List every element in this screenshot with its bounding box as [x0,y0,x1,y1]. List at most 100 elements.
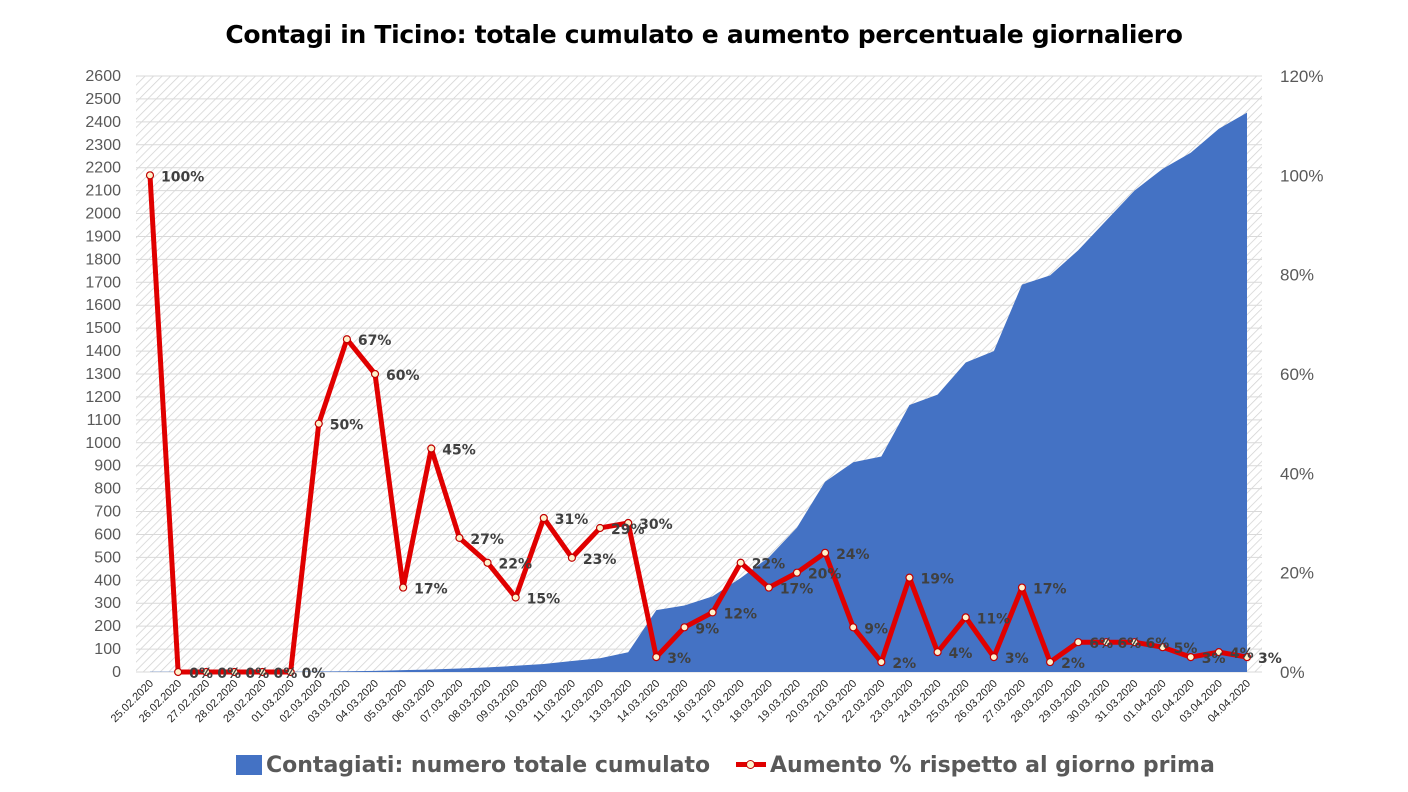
data-label: 100% [161,169,204,185]
line-point [764,583,773,592]
data-label: 6% [1145,636,1169,652]
y-right-tick-label: 20% [1280,564,1314,583]
line-point [989,652,998,662]
line-point [174,667,183,677]
y-left-tick-label: 1800 [85,251,121,268]
data-label: 9% [695,621,719,637]
line-point [652,652,661,662]
line-point [933,648,942,657]
line-percent-increase [147,175,1248,675]
data-label: 0% [245,666,269,682]
area-cumulative [150,112,1247,673]
data-label: 23% [583,552,617,568]
line-point [849,623,858,632]
line-point [1158,643,1167,652]
line-point [1242,652,1252,662]
y-left-tick-label: 2400 [85,114,121,131]
legend-label-percent: Aumento % rispetto al giorno prima [770,752,1215,778]
line-point [202,667,211,677]
line-point [877,657,886,667]
data-label: 0% [274,666,298,682]
y-left-tick-label: 100 [94,641,121,658]
line-point [961,613,970,622]
y-right-tick-label: 100% [1280,166,1323,185]
y-left-tick-label: 400 [94,572,121,589]
y-right-tick-label: 0% [1280,663,1305,682]
y-left-tick-label: 2300 [85,137,121,154]
y-left-tick-label: 2000 [85,206,121,223]
line-point [1017,583,1027,592]
data-label: 31% [555,512,589,528]
y-left-tick-label: 900 [94,458,121,475]
line-point [1102,638,1111,647]
data-label: 15% [527,592,561,608]
line-point [511,593,520,602]
legend-label-cumulative: Contagiati: numero totale cumulato [266,752,711,778]
data-label: 4% [1230,646,1254,662]
legend-item-percent[interactable]: Aumento % rispetto al giorno prima [736,748,1215,782]
line-point [1074,638,1083,647]
line-point [258,667,267,677]
x-axis: 25.02.202026.02.202027.02.202028.02.2020… [109,678,1253,725]
line-point [820,548,830,557]
line-point [230,667,239,677]
y-left-tick-label: 700 [94,504,121,521]
data-label: 3% [1202,651,1226,667]
line-point [624,518,633,528]
data-label: 3% [1005,651,1029,667]
y-right-tick-label: 120% [1280,67,1323,86]
line-point [1130,638,1139,647]
line-point [483,558,492,567]
line-point [145,171,155,180]
y-left-tick-label: 1100 [87,412,122,429]
data-label: 12% [724,606,758,622]
data-label: 17% [780,582,814,598]
legend-swatch-area [236,755,262,775]
data-label: 0% [217,666,241,682]
y-left-tick-label: 1300 [85,366,121,383]
line-point [370,369,380,379]
legend-swatch-line [736,755,766,775]
y-right-tick-label: 60% [1280,365,1314,384]
data-label: 3% [667,651,691,667]
data-label: 11% [977,611,1011,627]
line-point [399,583,408,592]
y-left-tick-label: 200 [94,618,121,635]
y-left-tick-label: 1200 [85,389,121,406]
y-left-tick-label: 1000 [85,435,121,452]
y-left-tick-label: 800 [94,481,121,498]
data-label: 22% [499,557,533,573]
data-label: 6% [1089,636,1113,652]
line-series [145,171,1252,677]
y-left-tick-label: 2200 [85,160,121,177]
data-label: 30% [639,517,673,533]
data-label: 6% [1117,636,1141,652]
y-left-tick-label: 1600 [85,297,121,314]
line-point [905,573,914,582]
data-label: 19% [920,572,954,588]
data-label: 45% [442,443,476,459]
line-point [680,623,689,632]
data-label: 60% [386,368,420,384]
y-left-tick-label: 300 [94,595,121,612]
y-left-tick-label: 500 [94,549,121,566]
y-left-tick-label: 0 [112,664,121,681]
y-left-tick-label: 2100 [85,183,121,200]
line-point [539,513,548,523]
data-label: 24% [836,547,870,563]
legend: Contagiati: numero totale cumulato Aumen… [0,748,1408,782]
data-label: 0% [189,666,213,682]
y-left-tick-label: 1500 [85,320,121,337]
data-label: 29% [611,522,645,538]
data-label: 50% [330,418,364,434]
y-axis-left: 0 100 200 300 400 500 600 700 800 900 1000 1100 1200… [85,68,121,681]
data-label: 22% [752,557,786,573]
data-label: 4% [949,646,973,662]
y-right-tick-label: 40% [1280,464,1314,483]
legend-item-cumulative[interactable]: Contagiati: numero totale cumulato [236,748,710,782]
data-label: 9% [864,621,888,637]
line-point [792,568,802,577]
line-point [736,558,745,567]
data-label: 20% [808,567,842,583]
